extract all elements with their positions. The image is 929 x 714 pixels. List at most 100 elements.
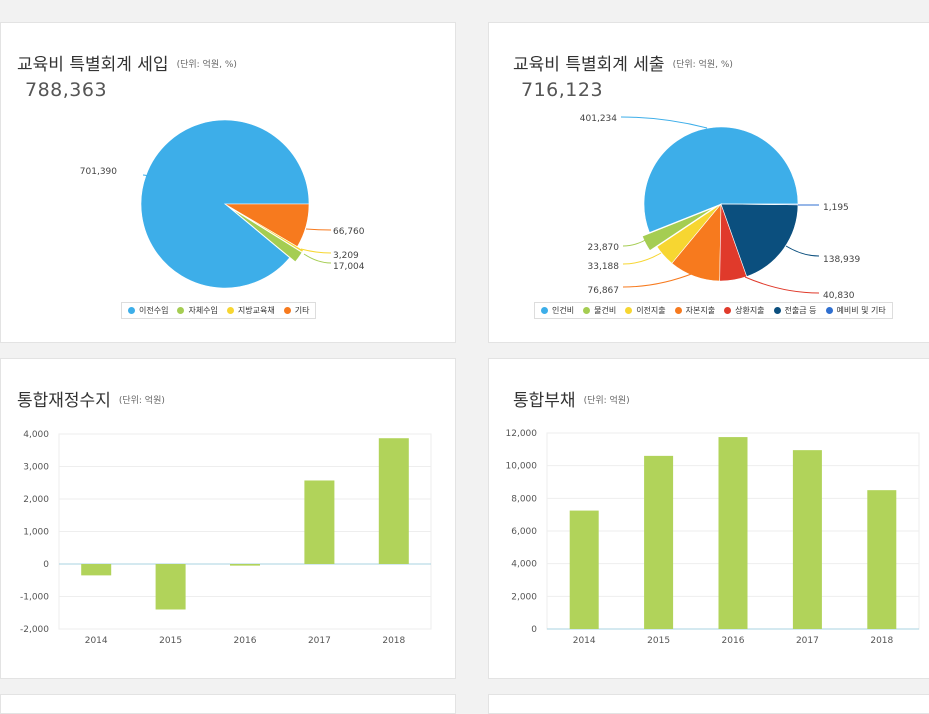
legend-marker-icon: [674, 307, 682, 314]
legend-item[interactable]: 자체수입: [177, 305, 218, 316]
expense-pie-chart: 401,234 23,870 33,188 76,867 40,830 138,939 1,…: [580, 114, 861, 301]
expense-title-text: 교육비 특별회계 세출: [513, 55, 665, 75]
y-tick-label: 0: [43, 560, 49, 570]
pie-data-label: 701,390: [80, 167, 117, 177]
legend-item[interactable]: 전출금 등: [773, 305, 817, 316]
x-tick-label: 2015: [647, 636, 670, 646]
legend-marker-icon: [625, 307, 633, 314]
bar[interactable]: [155, 564, 186, 610]
pie-slice: [641, 207, 715, 251]
pie-label-connector: [622, 272, 695, 288]
y-tick-label: 4,000: [23, 430, 49, 440]
y-tick-label: 2,000: [23, 495, 49, 505]
pie-data-label: 33,188: [588, 262, 620, 272]
pie-label-connector: [622, 237, 650, 247]
legend-label: 이전지출: [636, 306, 666, 315]
legend-item[interactable]: 자본지출: [674, 305, 715, 316]
fiscal-balance-bar-chart: 4,000 3,000 2,000 1,000 0 -1,000 -2,000 2014 201…: [20, 430, 432, 646]
legend-item[interactable]: 물건비: [583, 305, 616, 316]
legend-marker-icon: [724, 307, 732, 314]
pie-data-label: 1,195: [823, 203, 849, 213]
debt-unit: (단위: 억원): [583, 396, 630, 406]
debt-title: 통합부채 (단위: 억원): [513, 386, 630, 411]
pie-data-label: 401,234: [580, 114, 617, 124]
bar[interactable]: [792, 450, 822, 629]
fiscal-balance-panel: 통합재정수지 (단위: 억원) 4,000 3,000 2,000 1,000 0 -1,0…: [0, 358, 456, 679]
legend-item[interactable]: 인건비: [541, 305, 574, 316]
legend-item[interactable]: 지방교육채: [226, 305, 275, 316]
legend-label: 전출금 등: [784, 306, 817, 315]
pie-label-connector: [620, 116, 708, 129]
expense-title: 교육비 특별회계 세출 (단위: 억원, %): [513, 50, 733, 75]
legend-item[interactable]: 기타: [283, 305, 310, 316]
legend-item[interactable]: 이전지출: [625, 305, 666, 316]
legend-marker-icon: [177, 307, 185, 314]
legend-item[interactable]: 예비비 및 기타: [825, 305, 886, 316]
y-tick-label: 2,000: [511, 592, 537, 602]
pie-data-label: 138,939: [823, 255, 860, 265]
pie-data-label: 40,830: [823, 291, 855, 301]
x-tick-label: 2017: [796, 636, 819, 646]
pie-data-label: 17,004: [333, 262, 365, 272]
bar[interactable]: [569, 510, 599, 629]
bar[interactable]: [304, 480, 335, 564]
fiscal-title: 통합재정수지 (단위: 억원): [17, 386, 165, 411]
debt-title-text: 통합부채: [513, 391, 576, 411]
pie-data-label: 23,870: [588, 243, 620, 253]
legend-marker-icon: [226, 307, 234, 314]
legend-label: 물건비: [594, 306, 617, 315]
revenue-title: 교육비 특별회계 세입 (단위: 억원, %): [17, 50, 237, 75]
bar[interactable]: [644, 455, 674, 629]
legend-marker-icon: [541, 307, 548, 314]
bar[interactable]: [718, 437, 748, 629]
x-tick-label: 2018: [382, 636, 405, 646]
revenue-panel: 교육비 특별회계 세입 (단위: 억원, %) 788,363 701,390 17…: [0, 22, 456, 343]
pie-data-label: 3,209: [333, 251, 359, 261]
legend-label: 이전수입: [139, 306, 169, 315]
y-tick-label: 3,000: [23, 463, 49, 473]
expense-total: 716,123: [521, 79, 604, 101]
revenue-unit: (단위: 억원, %): [176, 60, 237, 70]
expense-legend: 인건비 물건비 이전지출 자본지출 상환지출 전출금 등 예비비 및 기타: [534, 302, 893, 319]
bar[interactable]: [378, 438, 409, 564]
legend-label: 상환지출: [735, 306, 765, 315]
fiscal-title-text: 통합재정수지: [17, 391, 111, 411]
y-tick-label: 8,000: [511, 494, 537, 504]
y-tick-label: -1,000: [20, 593, 49, 603]
x-tick-label: 2018: [870, 636, 893, 646]
bar[interactable]: [867, 490, 897, 629]
y-tick-label: 1,000: [23, 528, 49, 538]
y-tick-label: 0: [531, 625, 537, 635]
expense-unit: (단위: 억원, %): [672, 60, 733, 70]
legend-label: 자체수입: [188, 306, 218, 315]
x-tick-label: 2014: [85, 636, 108, 646]
legend-label: 지방교육채: [237, 306, 275, 315]
revenue-total: 788,363: [25, 79, 108, 101]
legend-marker-icon: [825, 307, 833, 314]
y-tick-label: -2,000: [20, 625, 49, 635]
legend-marker-icon: [773, 307, 781, 314]
pie-label-connector: [303, 253, 332, 264]
bar[interactable]: [81, 564, 112, 576]
pie-data-label: 76,867: [588, 286, 620, 296]
next-panel-left: [0, 694, 456, 714]
legend-label: 예비비 및 기타: [836, 306, 886, 315]
expense-panel: 교육비 특별회계 세출 (단위: 억원, %) 716,123 401,234 23…: [488, 22, 929, 343]
next-panel-right: [488, 694, 929, 714]
legend-item[interactable]: 상환지출: [724, 305, 765, 316]
legend-label: 기타: [294, 306, 310, 315]
pie-data-label: 66,760: [333, 227, 365, 237]
legend-item[interactable]: 이전수입: [128, 305, 168, 316]
legend-marker-icon: [128, 307, 135, 314]
pie-label-connector: [142, 174, 149, 177]
pie-label-connector: [785, 245, 820, 257]
debt-bar-chart: 12,000 10,000 8,000 6,000 4,000 2,000 0 2014 201…: [506, 429, 920, 646]
pie-slice: [230, 207, 303, 263]
revenue-legend: 이전수입 자체수입 지방교육채 기타: [121, 302, 317, 319]
bar[interactable]: [230, 564, 260, 566]
x-tick-label: 2017: [308, 636, 331, 646]
legend-label: 인건비: [552, 306, 575, 315]
pie-slice: [720, 203, 799, 206]
x-tick-label: 2015: [159, 636, 182, 646]
